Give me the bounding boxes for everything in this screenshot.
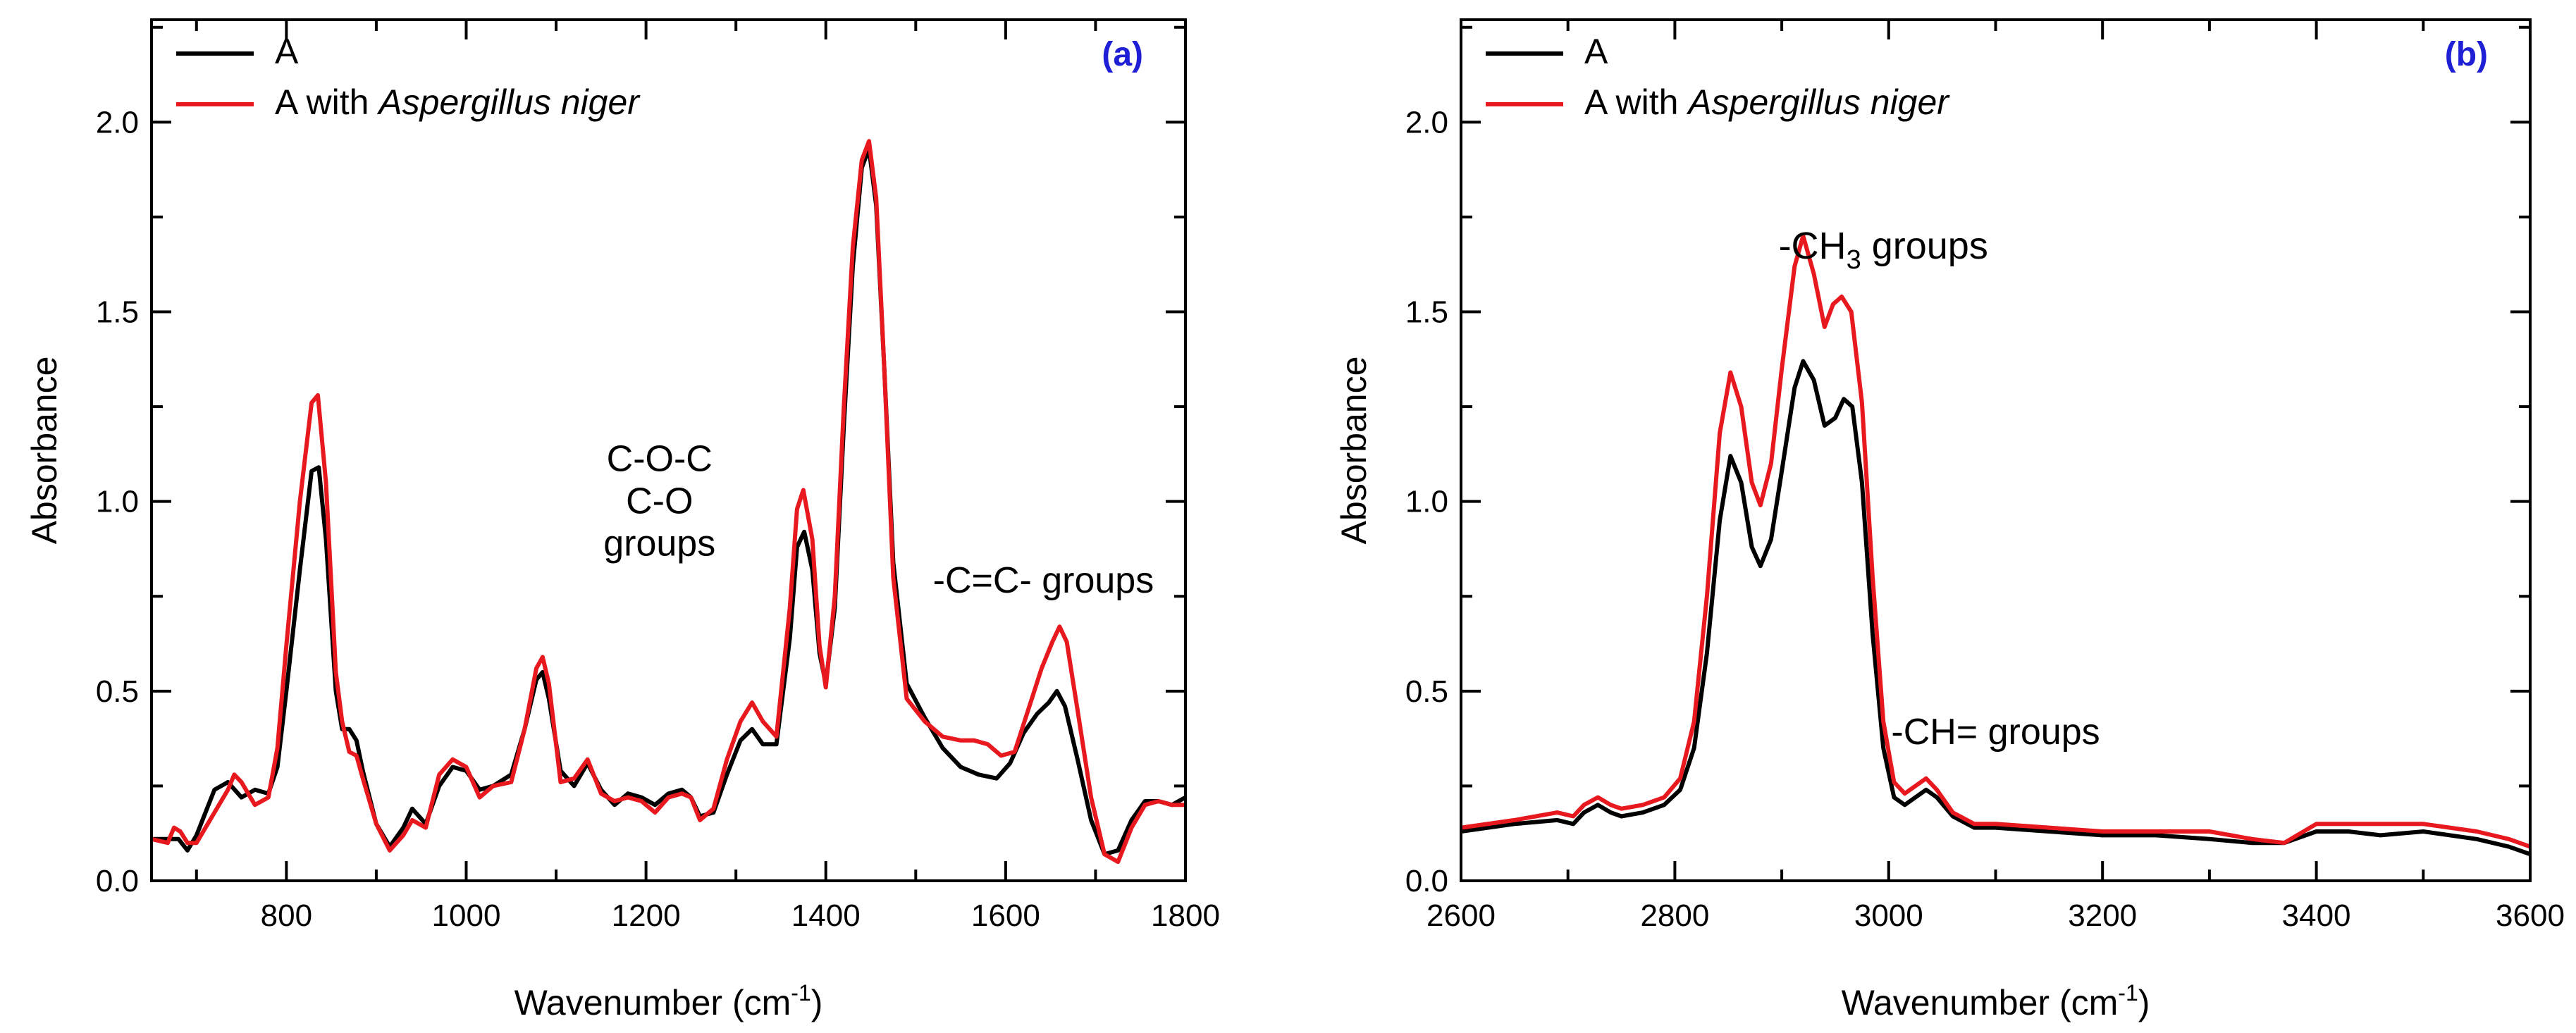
y-tick-label: 1.5 (1405, 295, 1448, 330)
annotation-coc: groups (603, 524, 715, 564)
x-tick-label: 1600 (971, 898, 1040, 933)
x-tick-label: 800 (261, 898, 312, 933)
x-tick-label: 1800 (1151, 898, 1220, 933)
x-tick-label: 2800 (1640, 898, 1709, 933)
y-tick-label: 0.0 (1405, 864, 1448, 898)
legend-entry: A with Aspergillus niger (275, 82, 641, 122)
series-group (1461, 233, 2530, 857)
annotation-coc: C-O-C (607, 439, 713, 480)
annotation-ch: -CH= groups (1891, 712, 2100, 753)
legend-entry: A (1584, 32, 1608, 71)
x-tick-label: 3600 (2496, 898, 2565, 933)
series-group (152, 139, 1185, 865)
series-line-a-with-aspergillus-niger (1461, 233, 2530, 849)
annotation-coc: C-O (626, 481, 693, 522)
x-tick-label: 3200 (2068, 898, 2137, 933)
y-tick-label: 0.5 (96, 674, 139, 709)
x-tick-label: 1200 (612, 898, 681, 933)
annotation-ch3: -CH3 groups (1779, 225, 1988, 275)
panel-label: (b) (2445, 36, 2488, 73)
y-tick-label: 0.0 (96, 864, 139, 898)
x-tick-label: 2600 (1426, 898, 1496, 933)
y-tick-label: 0.5 (1405, 674, 1448, 709)
y-tick-label: 1.5 (96, 295, 139, 330)
x-axis-label: Wavenumber (cm-1) (514, 980, 823, 1022)
y-tick-label: 1.0 (1405, 485, 1448, 519)
x-tick-label: 1000 (432, 898, 501, 933)
y-tick-label: 2.0 (96, 105, 139, 140)
x-tick-label: 3000 (1854, 898, 1923, 933)
panel-label: (a) (1102, 36, 1143, 73)
legend-entry: A (275, 32, 299, 71)
series-line-a (1461, 359, 2530, 857)
plot-frame (150, 18, 1187, 882)
y-tick-label: 1.0 (96, 485, 139, 519)
x-tick-label: 3400 (2282, 898, 2351, 933)
y-tick-label: 2.0 (1405, 105, 1448, 140)
y-axis-label: Absorbance (25, 357, 64, 545)
y-axis-label: Absorbance (1334, 357, 1374, 545)
legend-entry: A with Aspergillus niger (1584, 82, 1950, 122)
series-line-a-with-aspergillus-niger (152, 139, 1185, 865)
panel-a: 800 1000 1200 1400 1600 1800 0.0 0.5 1.0 1.5 2.0 Wa… (25, 18, 1220, 1022)
x-axis-label: Wavenumber (cm-1) (1842, 980, 2150, 1022)
panel-b: 2600 2800 3000 3200 3400 3600 0.0 0.5 1.0 1.5 2.0 W… (1334, 18, 2565, 1022)
x-tick-label: 1400 (791, 898, 861, 933)
annotation-cc: -C=C- groups (933, 560, 1154, 601)
